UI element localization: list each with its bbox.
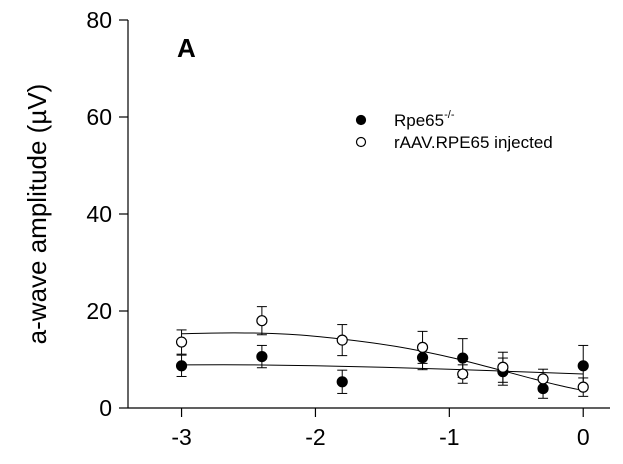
y-tick-label: 60: [86, 104, 112, 130]
panel-label: A: [177, 33, 196, 63]
point-open: [577, 381, 589, 393]
point-open: [457, 368, 469, 380]
point-filled: [577, 360, 589, 372]
y-tick-label: 0: [99, 395, 112, 421]
point-open: [175, 336, 188, 348]
point-filled: [336, 376, 348, 388]
fit-curves: [181, 332, 584, 392]
point-filled: [175, 360, 188, 372]
legend: Rpe65-/- rAAV.RPE65 injected: [355, 109, 553, 152]
y-tick-label: 80: [86, 7, 112, 33]
axes: 0 20 40 60 80 -3 -2 -1 0: [86, 7, 610, 450]
x-tick-label: -3: [171, 424, 191, 450]
y-tick-label: 20: [86, 298, 112, 324]
fit-curve-series-1: [181, 364, 584, 375]
x-tick-label: 0: [577, 424, 590, 450]
point-open: [336, 334, 348, 346]
point-open: [537, 373, 549, 385]
x-tick-label: -1: [439, 424, 459, 450]
x-tick-label: -2: [305, 424, 325, 450]
legend-label: rAAV.RPE65 injected: [394, 133, 553, 152]
legend-marker: [355, 114, 367, 126]
point-open: [497, 361, 509, 373]
data-marks: [175, 306, 589, 399]
legend-marker: [355, 136, 367, 148]
series-2: [175, 306, 589, 397]
point-filled: [457, 352, 469, 364]
legend-item: Rpe65-/-: [355, 109, 455, 130]
point-open: [256, 315, 268, 327]
point-filled: [256, 350, 268, 363]
legend-item: rAAV.RPE65 injected: [355, 133, 553, 152]
y-tick-label: 40: [86, 201, 112, 227]
point-open: [416, 341, 429, 353]
y-axis-label: a-wave amplitude (µV): [22, 84, 52, 345]
legend-label: Rpe65-/-: [394, 109, 455, 130]
series-1: [175, 338, 589, 399]
fit-curve-series-2: [181, 332, 584, 392]
